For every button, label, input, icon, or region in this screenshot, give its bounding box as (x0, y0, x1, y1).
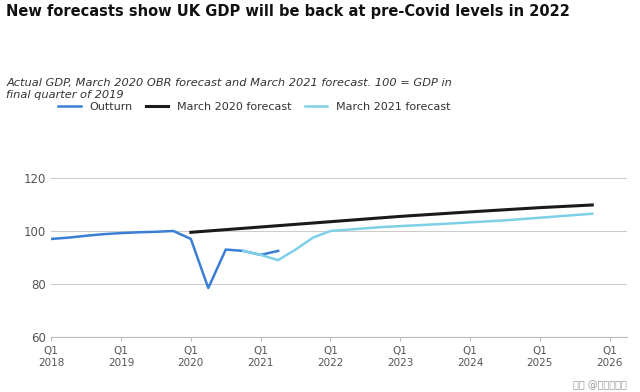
Legend: Outturn, March 2020 forecast, March 2021 forecast: Outturn, March 2020 forecast, March 2021… (54, 98, 455, 117)
Text: Actual GDP, March 2020 OBR forecast and March 2021 forecast. 100 = GDP in
final : Actual GDP, March 2020 OBR forecast and … (6, 78, 452, 100)
Text: 头条 @英国长须鹿: 头条 @英国长须鹿 (573, 380, 627, 390)
Text: New forecasts show UK GDP will be back at pre-Covid levels in 2022: New forecasts show UK GDP will be back a… (6, 4, 570, 19)
